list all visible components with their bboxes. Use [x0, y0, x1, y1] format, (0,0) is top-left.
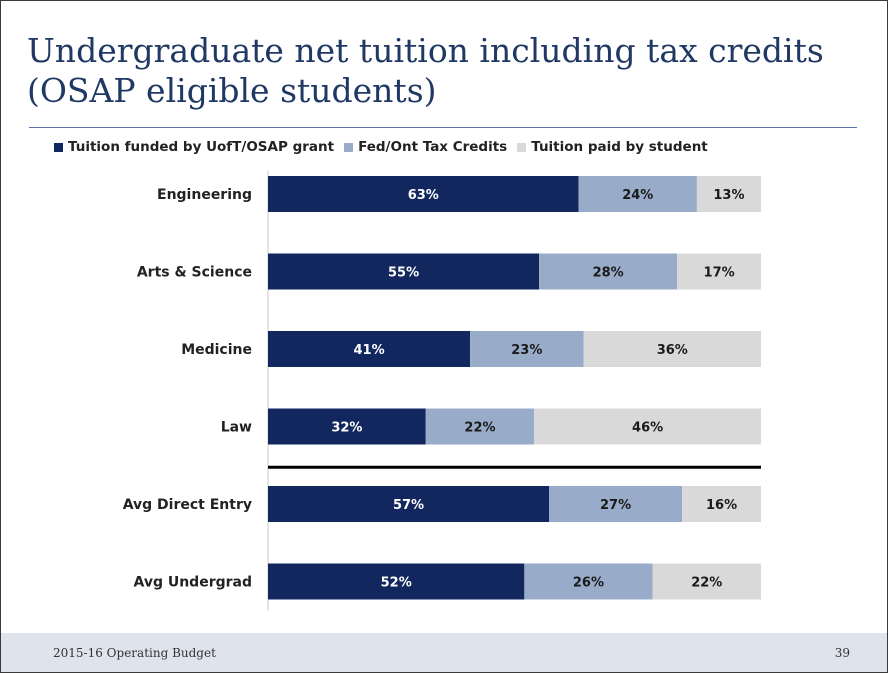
- bar-segment-avg-undergrad-1: [268, 563, 525, 600]
- category-label-avg-undergrad: Avg Undergrad: [133, 575, 252, 591]
- title-line-1: Undergraduate net tuition including tax …: [27, 31, 824, 70]
- data-label-arts-and-science-2: 28%: [593, 266, 624, 281]
- title-divider: [29, 127, 857, 128]
- legend-item-paid-by-student: Tuition paid by student: [517, 139, 708, 155]
- slide-footer: 2015-16 Operating Budget 39: [1, 633, 887, 672]
- data-label-engineering-2: 24%: [622, 188, 653, 203]
- stacked-bar-chart: Engineering 63% 24% 13% Arts & Science 55% 28%…: [123, 171, 761, 611]
- bar-segment-avg-undergrad-2: [524, 563, 653, 600]
- legend-item-grant: Tuition funded by UofT/OSAP grant: [54, 139, 334, 155]
- bar-segment-law-3: [534, 408, 761, 445]
- legend-label-paid-by-student: Tuition paid by student: [531, 139, 708, 155]
- bar-segment-law-1: [268, 408, 426, 445]
- legend-label-grant: Tuition funded by UofT/OSAP grant: [68, 139, 335, 155]
- bar-segment-avg-direct-entry-3: [682, 486, 761, 522]
- bar-segment-engineering-1: [268, 176, 579, 212]
- data-label-medicine-1: 41%: [354, 343, 385, 358]
- data-label-medicine-2: 23%: [511, 343, 542, 358]
- bar-segment-engineering-3: [696, 176, 761, 212]
- bar-segment-medicine-2: [470, 331, 584, 367]
- data-label-law-3: 46%: [632, 421, 663, 436]
- page-number: 39: [834, 646, 850, 660]
- legend-label-tax-credits: Fed/Ont Tax Credits: [358, 139, 508, 155]
- category-label-avg-direct-entry: Avg Direct Entry: [123, 497, 252, 513]
- data-label-law-1: 32%: [331, 421, 362, 436]
- data-label-avg-undergrad-3: 22%: [691, 576, 722, 591]
- bar-segment-law-2: [425, 408, 535, 445]
- bar-segment-engineering-2: [578, 176, 697, 212]
- bar-segment-avg-direct-entry-2: [549, 486, 683, 522]
- footer-caption: 2015-16 Operating Budget: [53, 646, 216, 660]
- title-line-2: (OSAP eligible students): [27, 71, 437, 110]
- legend-swatch-grant: [54, 142, 63, 152]
- data-label-avg-undergrad-1: 52%: [381, 576, 412, 591]
- category-label-arts-and-science: Arts & Science: [137, 265, 252, 281]
- data-label-medicine-3: 36%: [657, 343, 688, 358]
- category-label-law: Law: [221, 420, 252, 436]
- data-label-avg-direct-entry-1: 57%: [393, 498, 424, 513]
- bar-segment-medicine-3: [583, 331, 761, 367]
- legend-swatch-paid-by-student: [517, 142, 527, 152]
- data-label-avg-direct-entry-2: 27%: [600, 498, 631, 513]
- chart-legend: Tuition funded by UofT/OSAP grant Fed/On…: [54, 136, 718, 158]
- bar-segment-avg-undergrad-3: [652, 563, 761, 600]
- data-label-engineering-3: 13%: [713, 188, 744, 203]
- bar-segment-arts-and-science-1: [268, 253, 540, 290]
- legend-item-tax-credits: Fed/Ont Tax Credits: [344, 139, 507, 155]
- slide-title: Undergraduate net tuition including tax …: [27, 31, 827, 111]
- legend-swatch-tax-credits: [344, 142, 354, 152]
- bar-segment-arts-and-science-2: [539, 253, 678, 290]
- bar-segment-medicine-1: [268, 331, 471, 367]
- data-label-avg-undergrad-2: 26%: [573, 576, 604, 591]
- bar-segment-avg-direct-entry-1: [268, 486, 550, 522]
- data-label-law-2: 22%: [464, 421, 495, 436]
- category-label-engineering: Engineering: [157, 187, 252, 203]
- data-label-arts-and-science-3: 17%: [704, 266, 735, 281]
- data-label-engineering-1: 63%: [408, 188, 439, 203]
- chart-bars: Engineering 63% 24% 13% Arts & Science 55% 28%…: [123, 176, 761, 600]
- bar-segment-arts-and-science-3: [677, 253, 761, 290]
- data-label-avg-direct-entry-3: 16%: [706, 498, 737, 513]
- data-label-arts-and-science-1: 55%: [388, 266, 419, 281]
- category-label-medicine: Medicine: [181, 342, 252, 358]
